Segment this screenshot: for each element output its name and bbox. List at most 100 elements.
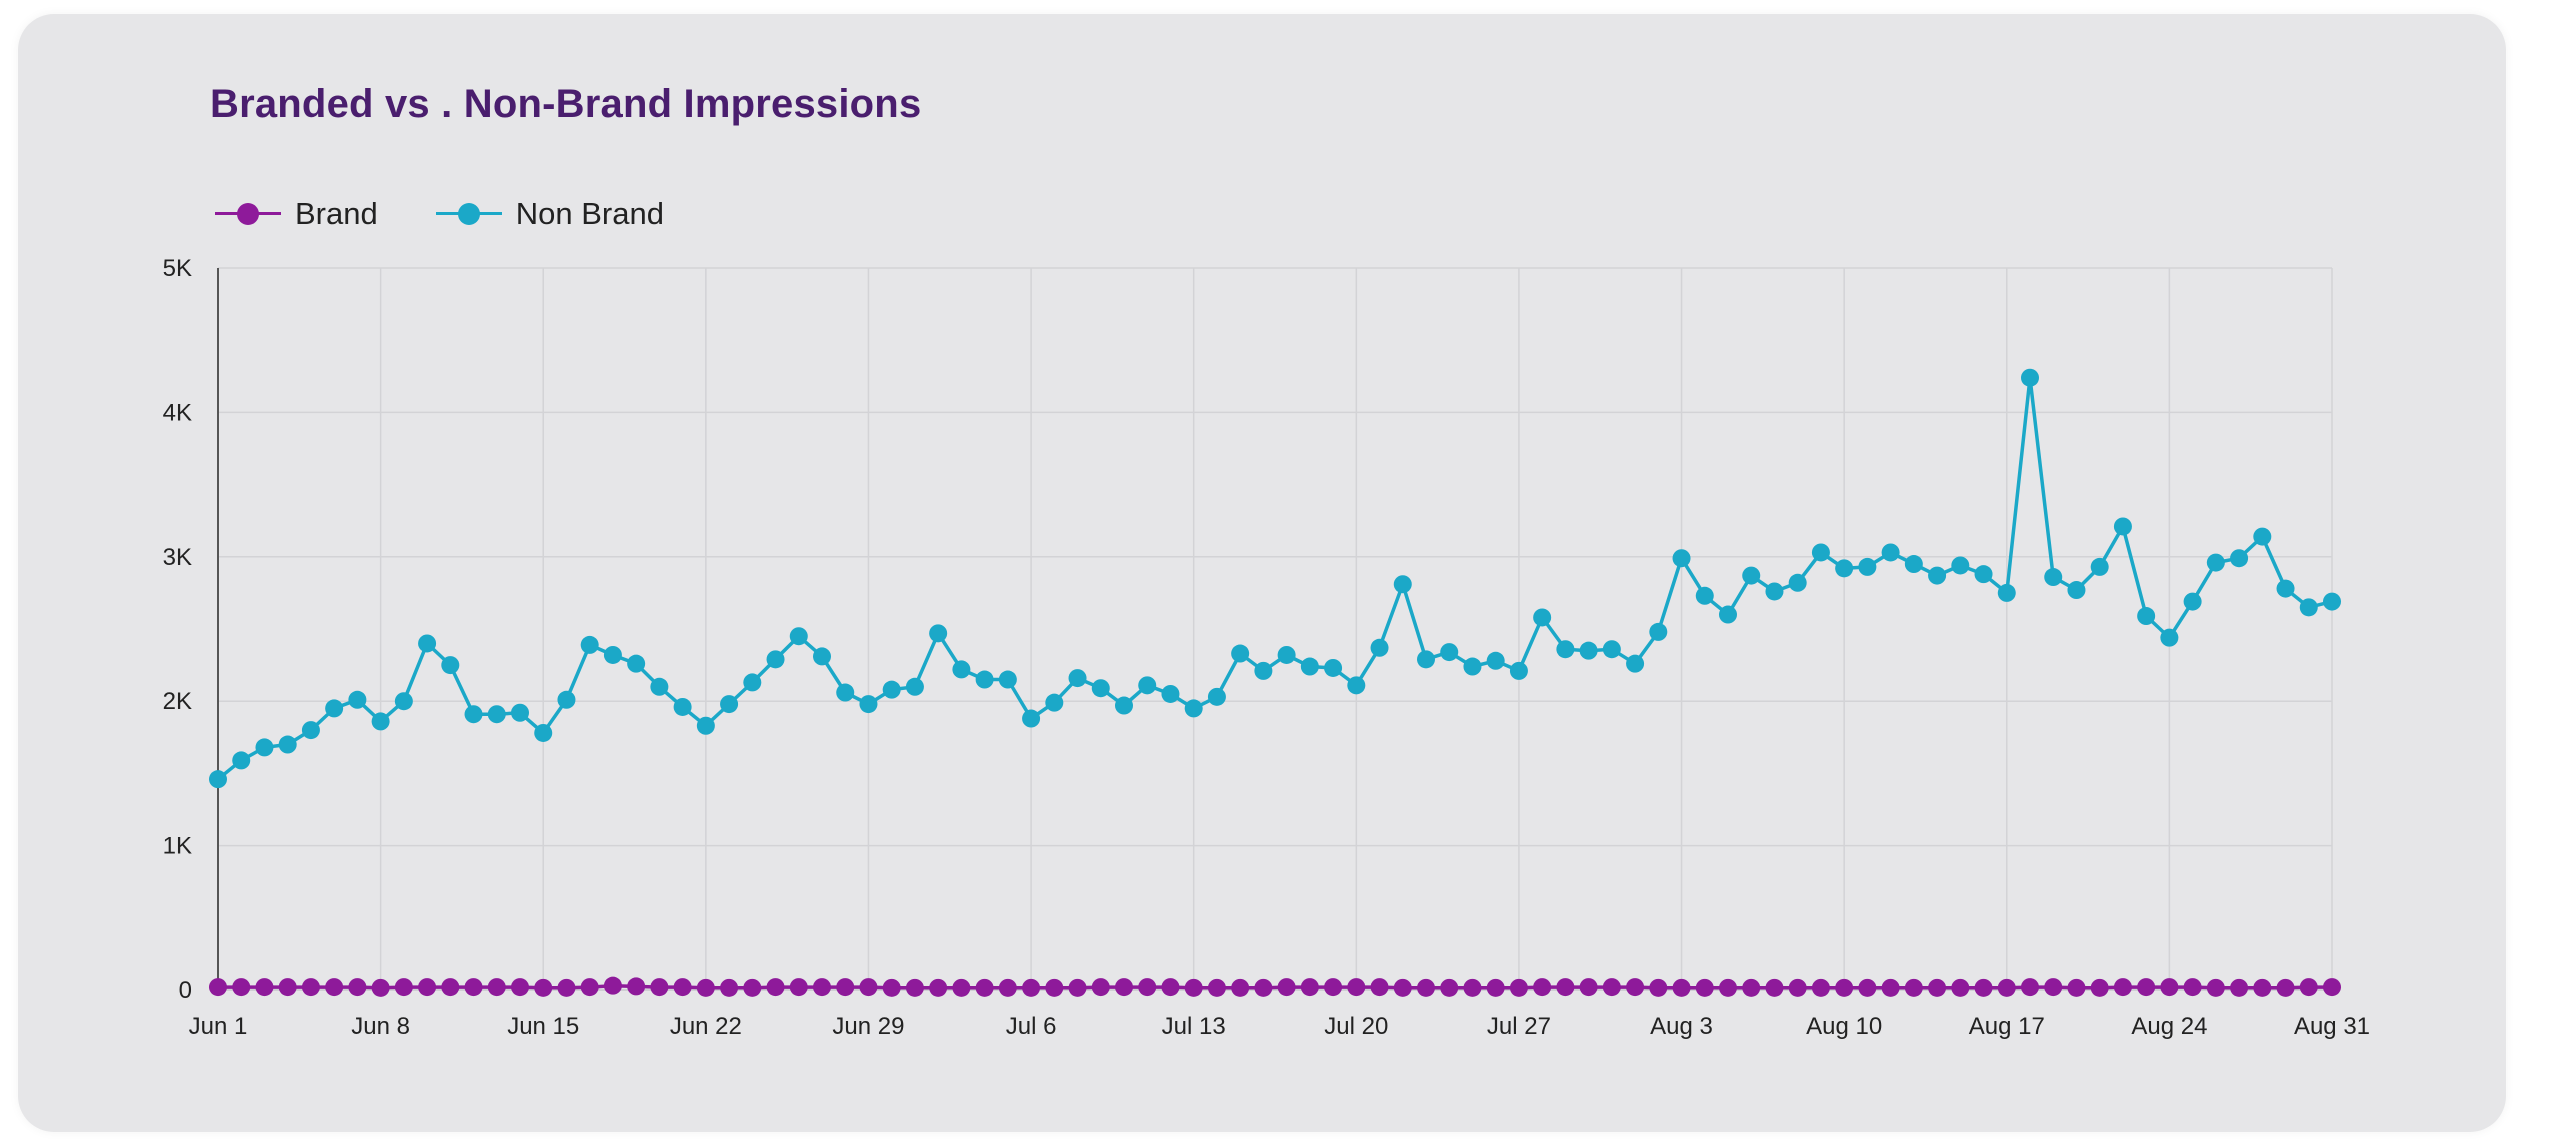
legend-item-brand[interactable]: Brand xyxy=(215,196,378,232)
data-point-non-brand xyxy=(394,692,413,711)
data-point-brand xyxy=(1207,978,1226,997)
data-point-brand xyxy=(627,977,646,996)
x-tick-label: Jul 20 xyxy=(1324,1013,1388,1040)
data-point-non-brand xyxy=(1928,566,1947,585)
legend-marker-non-brand xyxy=(435,200,502,228)
data-point-brand xyxy=(2206,978,2225,997)
data-point-brand xyxy=(1533,978,1552,997)
data-point-brand xyxy=(952,978,971,997)
data-point-brand xyxy=(1115,978,1133,997)
data-point-brand xyxy=(2137,978,2156,997)
data-point-brand xyxy=(1417,978,1435,997)
data-point-non-brand xyxy=(1161,684,1180,703)
data-point-brand xyxy=(1370,978,1389,997)
data-point-non-brand xyxy=(1602,640,1621,659)
data-point-brand xyxy=(2323,978,2341,997)
data-point-non-brand xyxy=(1231,644,1250,663)
data-point-non-brand xyxy=(2067,581,2086,600)
data-point-non-brand xyxy=(2206,553,2225,572)
data-point-brand xyxy=(1951,978,1970,997)
data-point-brand xyxy=(929,978,948,997)
data-point-non-brand xyxy=(1022,709,1041,728)
x-tick-label: Aug 24 xyxy=(2131,1013,2207,1040)
data-point-non-brand xyxy=(487,705,506,724)
data-point-non-brand xyxy=(511,703,529,722)
data-point-non-brand xyxy=(1904,555,1923,574)
x-tick-label: Jun 1 xyxy=(189,1013,248,1040)
data-point-brand xyxy=(1788,978,1807,997)
data-point-non-brand xyxy=(1486,651,1505,670)
x-tick-label: Jun 29 xyxy=(832,1013,904,1040)
data-point-brand xyxy=(1904,978,1923,997)
data-point-brand xyxy=(1393,978,1412,997)
x-tick-label: Aug 31 xyxy=(2294,1013,2370,1040)
data-point-non-brand xyxy=(650,677,669,696)
data-point-brand xyxy=(418,978,437,997)
data-point-non-brand xyxy=(1881,543,1900,562)
x-tick-label: Jun 15 xyxy=(507,1013,579,1040)
x-tick-label: Jul 6 xyxy=(1006,1013,1057,1040)
data-point-non-brand xyxy=(1765,582,1784,601)
data-point-brand xyxy=(603,976,622,995)
data-point-non-brand xyxy=(1672,549,1691,568)
data-point-non-brand xyxy=(1974,565,1993,584)
legend-item-non-brand[interactable]: Non Brand xyxy=(435,196,664,232)
data-point-non-brand xyxy=(301,721,320,740)
data-point-brand xyxy=(650,978,669,997)
data-point-non-brand xyxy=(905,677,924,696)
data-point-non-brand xyxy=(2160,628,2179,647)
data-point-non-brand xyxy=(1045,693,1064,712)
data-point-non-brand xyxy=(278,735,297,754)
data-point-non-brand xyxy=(952,660,971,679)
data-point-non-brand xyxy=(2230,549,2249,568)
data-point-brand xyxy=(2090,978,2109,997)
x-tick-label: Jul 27 xyxy=(1487,1013,1551,1040)
data-point-brand xyxy=(1649,978,1668,997)
data-point-non-brand xyxy=(813,647,831,666)
data-point-brand xyxy=(2160,978,2179,997)
series-line-non-brand xyxy=(216,375,2333,781)
data-point-non-brand xyxy=(1393,575,1412,594)
data-point-non-brand xyxy=(1649,622,1668,641)
data-point-brand xyxy=(255,978,274,997)
data-point-non-brand xyxy=(743,673,762,692)
data-point-brand xyxy=(1486,978,1505,997)
data-point-non-brand xyxy=(1115,696,1133,715)
data-point-brand xyxy=(209,978,227,997)
data-point-brand xyxy=(278,978,297,997)
data-point-brand xyxy=(1068,978,1087,997)
data-point-brand xyxy=(2044,978,2063,997)
data-point-brand xyxy=(2299,978,2318,997)
y-tick-label: 3K xyxy=(163,544,192,571)
data-point-non-brand xyxy=(2276,579,2295,598)
data-point-brand xyxy=(1811,978,1830,997)
data-point-brand xyxy=(511,978,529,997)
data-point-non-brand xyxy=(1951,556,1970,575)
data-point-brand xyxy=(905,978,924,997)
data-point-non-brand xyxy=(1184,699,1203,718)
data-point-non-brand xyxy=(2021,368,2039,387)
data-point-brand xyxy=(1974,978,1993,997)
legend-marker-brand xyxy=(215,200,281,228)
data-point-non-brand xyxy=(998,670,1017,689)
data-point-brand xyxy=(557,978,576,997)
data-point-brand xyxy=(1602,978,1621,997)
data-point-brand xyxy=(580,978,599,997)
data-point-brand xyxy=(975,978,994,997)
data-point-non-brand xyxy=(209,770,227,789)
data-point-non-brand xyxy=(1742,566,1761,585)
data-point-brand xyxy=(394,978,413,997)
data-point-non-brand xyxy=(627,654,646,673)
data-point-non-brand xyxy=(464,705,483,724)
data-point-non-brand xyxy=(371,712,390,731)
data-point-non-brand xyxy=(720,695,739,714)
x-tick-label: Aug 17 xyxy=(1969,1013,2045,1040)
data-point-brand xyxy=(1254,978,1273,997)
data-point-non-brand xyxy=(1719,605,1737,624)
data-point-brand xyxy=(1161,978,1180,997)
data-point-non-brand xyxy=(580,635,599,654)
chart-legend: Brand Non Brand xyxy=(215,196,664,232)
data-point-non-brand xyxy=(882,680,901,699)
data-point-brand xyxy=(1138,978,1157,997)
